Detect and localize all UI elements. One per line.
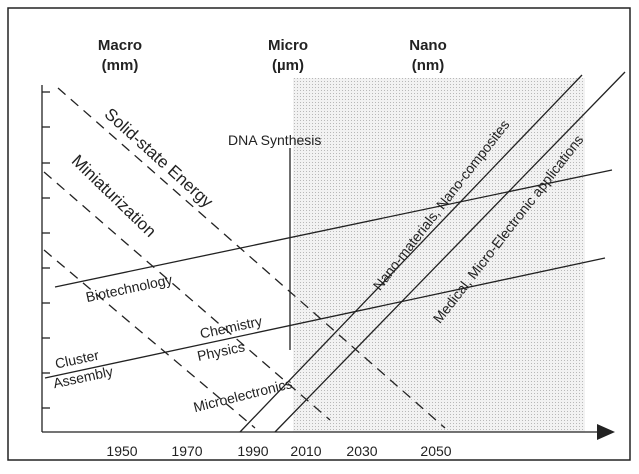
header-title: Micro: [268, 37, 308, 54]
x-label: 1990: [237, 443, 268, 459]
header-unit: (nm): [412, 57, 445, 74]
chemistry-line: [44, 257, 606, 379]
nano-region: [293, 78, 585, 432]
header-unit: (mm): [102, 57, 139, 74]
solid-state-line: [57, 87, 446, 429]
header-title: Nano: [409, 37, 447, 54]
header-unit: (µm): [272, 57, 304, 74]
biotech-line: [54, 169, 613, 288]
medical-line: [274, 71, 626, 433]
x-label: 2030: [346, 443, 377, 459]
x-label: 2050: [420, 443, 451, 459]
header-title: Macro: [98, 37, 142, 54]
x-label: 1970: [171, 443, 202, 459]
y-ticks: [42, 91, 50, 409]
x-arrow: [597, 424, 615, 440]
x-label: 2010: [290, 443, 321, 459]
x-label: 1950: [106, 443, 137, 459]
miniaturization-line: [43, 171, 331, 421]
dashed-line: [43, 249, 256, 429]
dna-label: DNA Synthesis: [228, 132, 321, 148]
nano-line: [239, 74, 583, 433]
